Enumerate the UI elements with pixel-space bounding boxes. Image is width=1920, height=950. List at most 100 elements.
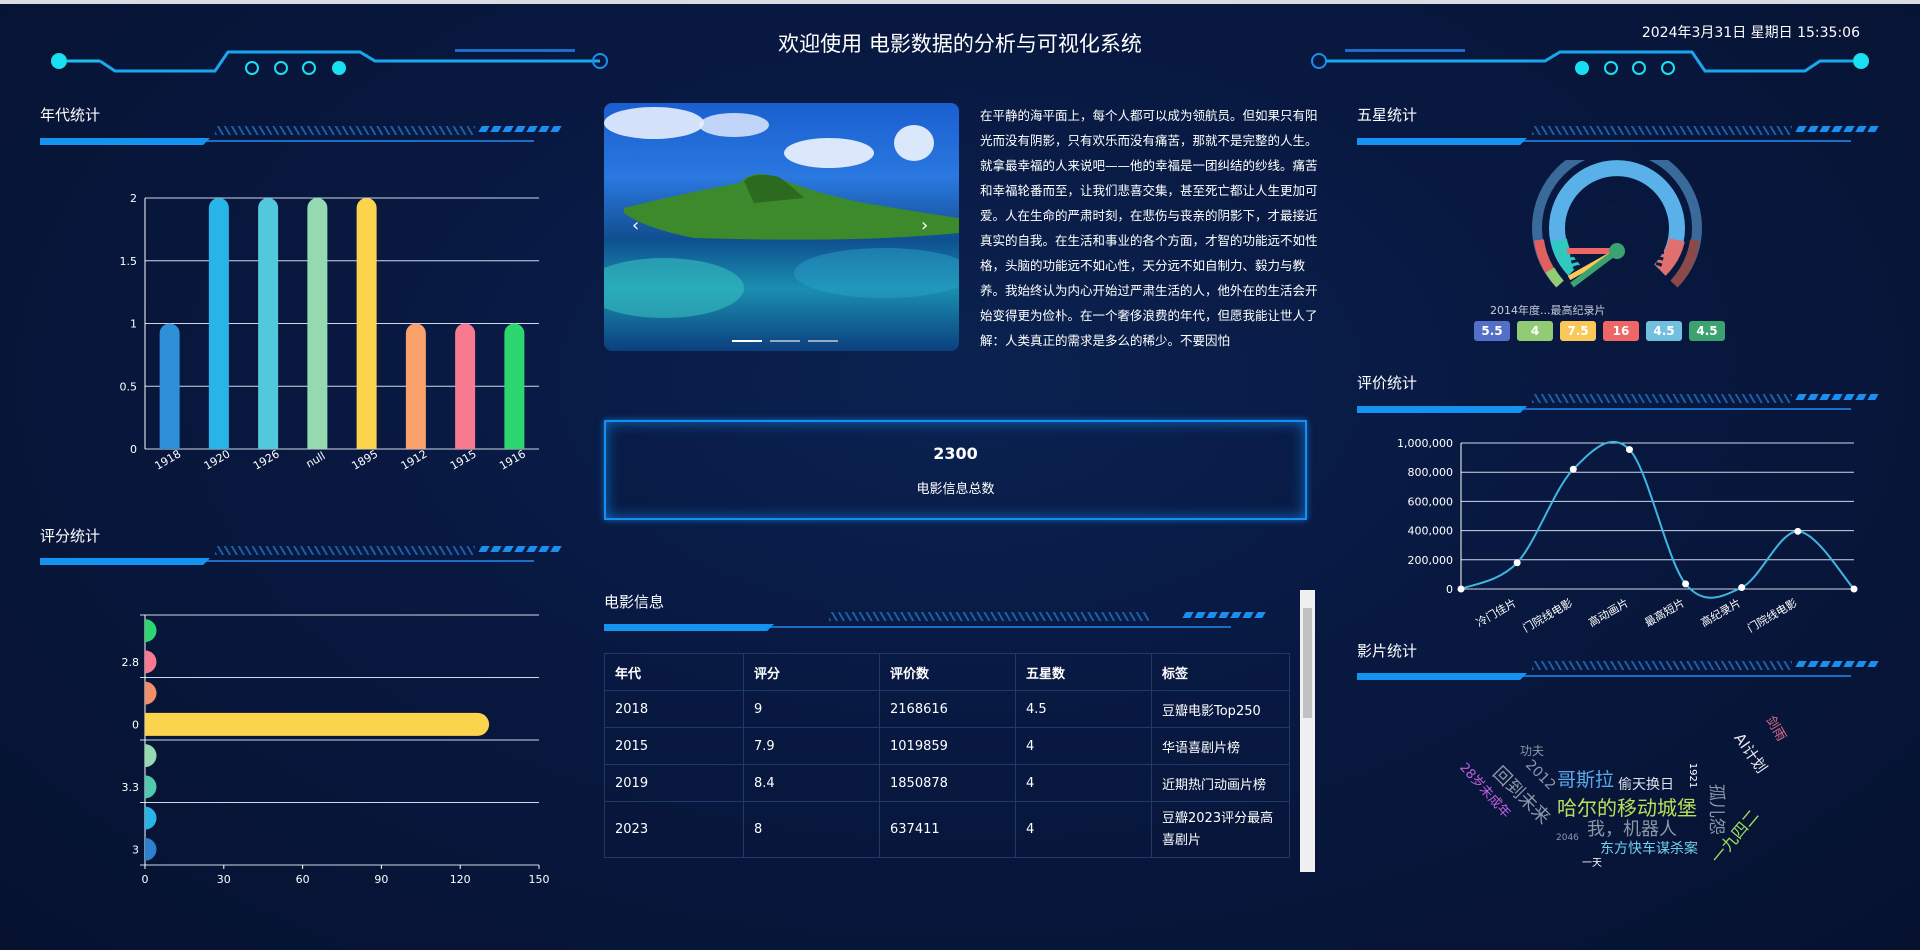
word-cloud-word: 一九四二 [1706, 805, 1763, 868]
table-scrollbar[interactable] [1300, 590, 1315, 872]
gauge-inner-red-band [1654, 237, 1685, 276]
cell-tag: 豆瓣2023评分最高喜剧片 [1151, 801, 1290, 858]
movie-info-title: 电影信息 [604, 593, 665, 611]
cell-reviews: 1850878 [879, 764, 1016, 802]
x-tick-label: 门院线电影 [1520, 595, 1575, 635]
cell-year: 2018 [604, 690, 744, 728]
cell-five-star: 4.5 [1015, 690, 1152, 728]
datetime: 2024年3月31日 星期日 15:35:06 [1641, 25, 1860, 41]
x-tick-label: null [304, 449, 328, 470]
cell-score: 8.4 [743, 764, 880, 802]
movie-info-title-underline [604, 612, 1266, 631]
cell-five-star: 4 [1015, 727, 1152, 765]
word-cloud-word: 孤儿怨 [1705, 783, 1726, 835]
y-tick-label: 0.5 [120, 380, 138, 393]
carousel-indicator-2[interactable] [770, 340, 800, 342]
col-header-score: 评分 [743, 653, 880, 691]
y-tick-label: 2 [130, 192, 137, 205]
total-movies-label: 电影信息总数 [916, 482, 995, 497]
x-tick-label: 30 [217, 873, 231, 886]
bar-1920 [208, 198, 229, 449]
word-cloud-word: 功夫 [1520, 744, 1545, 758]
x-tick-label: 1895 [350, 447, 381, 472]
gauge-center [1609, 243, 1625, 259]
bar-1 [145, 806, 157, 830]
table-row: 2023 8 637411 4 豆瓣2023评分最高喜剧片 [604, 801, 1290, 858]
gauge-needle-green [1570, 248, 1619, 288]
gauge-badge: 4 [1517, 321, 1553, 341]
col-header-year: 年代 [604, 653, 744, 691]
browser-top-edge [0, 0, 1920, 4]
cell-tag: 华语喜剧片榜 [1151, 727, 1290, 765]
word-cloud-word: 哥斯拉 [1557, 769, 1615, 791]
rating-line-chart: 0 200,000 400,000 600,000 800,000 1,000,000 冷门… [1397, 437, 1858, 635]
y-tick-label: 200,000 [1408, 554, 1454, 567]
y-tick-label: 0 [130, 443, 137, 456]
cell-score: 9 [743, 690, 880, 728]
gauge-badge: 16 [1603, 321, 1639, 341]
word-cloud-word: 我，机器人 [1587, 819, 1677, 840]
carousel-indicator-3[interactable] [808, 340, 838, 342]
bar-1915 [455, 323, 476, 449]
y-tick-label: 3 [132, 843, 139, 856]
image-carousel[interactable]: ‹ › [604, 103, 959, 351]
data-point [1738, 584, 1746, 592]
y-tick-label: 0 [1446, 583, 1453, 596]
col-header-tag: 标签 [1151, 653, 1290, 691]
decade-bar-chart: 0 0.5 1 1.5 2 1918 1920 1926 null 1895 1912 1915 191… [120, 192, 539, 473]
word-cloud-word: 偷天换日 [1618, 777, 1674, 793]
score-bar-chart: 0 30 60 90 120 150 3 3.3 0 2.8 [122, 614, 550, 886]
table-row: 2015 7.9 1019859 4 华语喜剧片榜 [604, 727, 1290, 765]
word-cloud-word: 哈尔的移动城堡 [1557, 796, 1697, 820]
score-title-underline [40, 546, 562, 565]
gauge-legend-text: 2014年度...最高纪录片 [1490, 304, 1606, 317]
gauge-inner-band [1549, 160, 1685, 276]
bar-5 [145, 681, 157, 705]
x-tick-label: 最高短片 [1642, 595, 1687, 629]
carousel-prev-button[interactable]: ‹ [632, 215, 640, 236]
data-point [1569, 465, 1577, 473]
data-point [1625, 446, 1633, 454]
page-title: 欢迎使用 电影数据的分析与可视化系统 [778, 32, 1142, 56]
cell-five-star: 4 [1015, 764, 1152, 802]
scrollbar-thumb[interactable] [1303, 608, 1312, 718]
word-cloud-word: 一天 [1582, 858, 1602, 869]
bar-1916 [504, 323, 525, 449]
intro-paragraph: 在平静的海平面上，每个人都可以成为领航员。但如果只有阳光而没有阴影，只有欢乐而没… [980, 108, 1318, 348]
carousel-next-button[interactable]: › [921, 215, 929, 236]
bar-7 [145, 619, 157, 643]
gauge-badge: 4.5 [1646, 321, 1682, 341]
rating-title-underline [1357, 394, 1879, 413]
bar-null [307, 198, 328, 449]
y-tick-label: 1 [130, 318, 137, 331]
word-cloud-word: AI计划 [1730, 729, 1771, 777]
gauge-badge: 7.5 [1560, 321, 1596, 341]
data-point [1513, 559, 1521, 567]
cell-score: 7.9 [743, 727, 880, 765]
col-header-five-star: 五星数 [1015, 653, 1152, 691]
carousel-indicator-1[interactable] [732, 340, 762, 342]
decade-title-underline [40, 126, 562, 145]
gauge-outer-green-segment [1545, 267, 1564, 288]
gauge-outer-dark-segment [1670, 239, 1700, 288]
rating-line [1460, 441, 1855, 599]
bar-3 [145, 744, 157, 768]
score-panel-title: 评分统计 [40, 527, 101, 545]
x-tick-label: 150 [529, 873, 550, 886]
y-tick-label: 3.3 [122, 781, 140, 794]
y-tick-label: 2.8 [122, 656, 140, 669]
x-tick-label: 高动画片 [1586, 595, 1631, 629]
cell-tag: 豆瓣电影Top250 [1151, 690, 1290, 728]
film-panel-title: 影片统计 [1357, 642, 1418, 660]
rating-panel-title: 评价统计 [1357, 374, 1418, 392]
y-tick-label: 600,000 [1408, 495, 1454, 508]
x-tick-label: 0 [142, 873, 149, 886]
five-star-panel-title: 五星统计 [1357, 106, 1418, 124]
cell-year: 2015 [604, 727, 744, 765]
y-tick-label: 400,000 [1408, 525, 1454, 538]
x-tick-label: 1918 [153, 447, 184, 472]
x-tick-label: 冷门佳片 [1474, 595, 1519, 629]
gauge-badge: 5.5 [1474, 321, 1510, 341]
bar-0 [145, 837, 157, 861]
movie-info-table: 年代 评分 评价数 五星数 标签 2018 9 2168616 4.5 豆瓣电影Top2… [604, 653, 1290, 858]
